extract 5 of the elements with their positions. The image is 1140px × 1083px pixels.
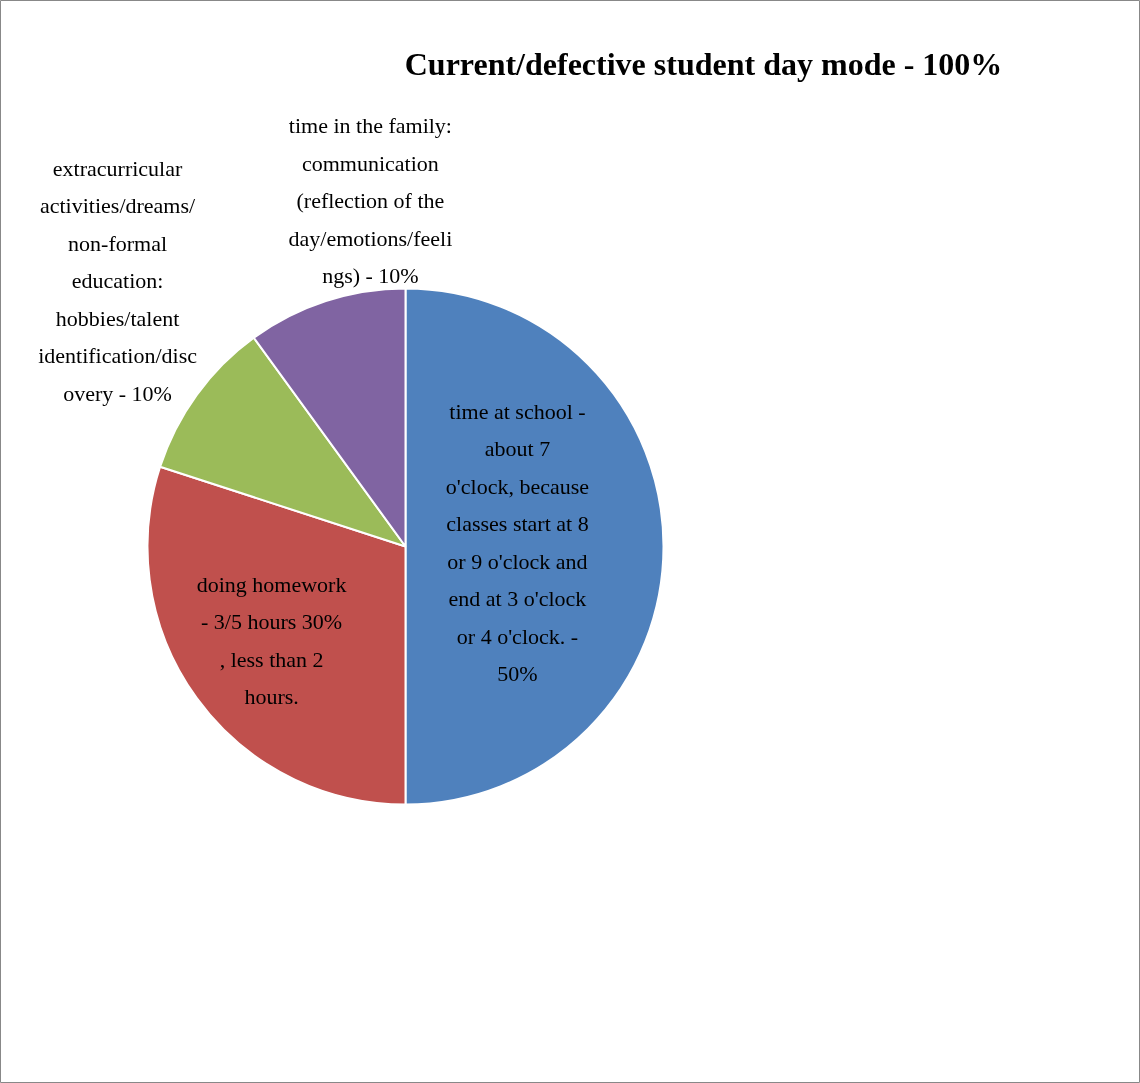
slice-label: time in the family: communication (reflection of the day/emotions/feeli ngs) - 10%	[288, 113, 453, 289]
chart-title: Current/defective student day mode - 100%	[404, 45, 1003, 82]
slice-label: doing homework - 3/5 hours 30% , less than 2 hours.	[196, 571, 347, 710]
slice-label: extracurricular activities/dreams/ non-formal education: hobbies/talent identification/disc overy - 10%	[38, 155, 198, 406]
slice-label: time at school - about 7 o'clock, because classes start at 8 or 9 o'clock and end at 3 o'clock or 4 o'clock. - 50%	[445, 398, 590, 687]
